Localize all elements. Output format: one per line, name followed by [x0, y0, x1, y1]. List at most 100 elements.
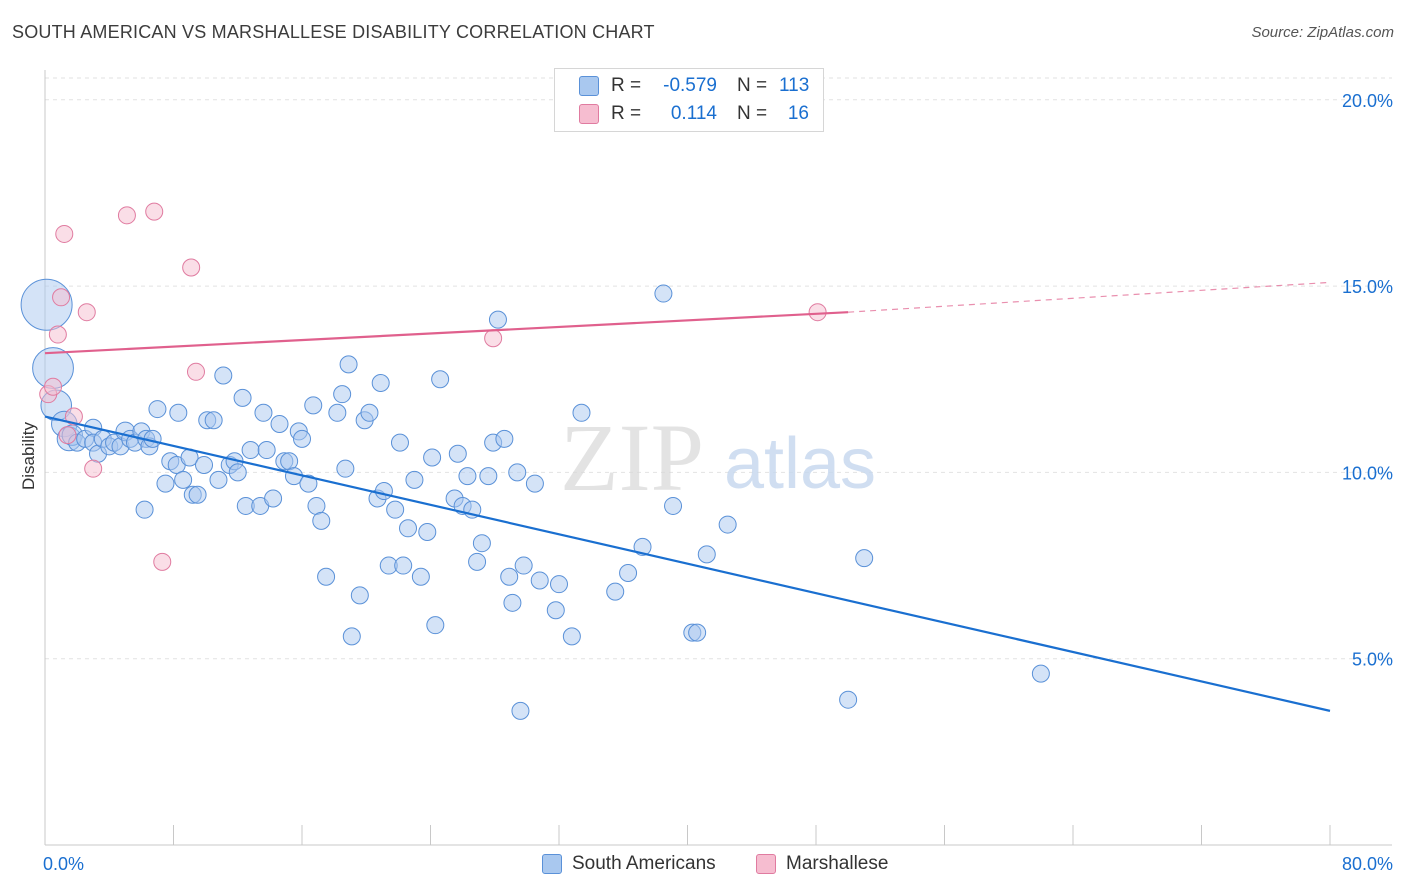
south-american-point [839, 690, 858, 709]
south-american-point [264, 489, 283, 508]
marshallese-point [182, 258, 201, 277]
r-value: -0.579 [663, 75, 717, 96]
south-american-point [619, 564, 638, 583]
south-american-point [572, 403, 591, 422]
marshallese-point [55, 224, 74, 243]
south-american-point [371, 373, 390, 392]
marshallese-point [153, 552, 172, 571]
legend-swatch-south-americans [579, 76, 599, 96]
south-american-point [458, 467, 477, 486]
watermark-zip: ZIP [560, 404, 704, 511]
watermark-atlas: atlas [724, 424, 876, 504]
marshallese-point [117, 206, 136, 225]
south-american-point [399, 519, 418, 538]
south-american-point [195, 455, 214, 474]
south-american-point [405, 470, 424, 489]
south-american-point [606, 582, 625, 601]
south-american-point [423, 448, 442, 467]
chart-title: SOUTH AMERICAN VS MARSHALLESE DISABILITY… [12, 22, 655, 42]
south-american-point [472, 534, 491, 553]
south-american-point [511, 701, 530, 720]
marshallese-point [808, 303, 827, 322]
south-american-point [394, 556, 413, 575]
marshallese-point [77, 303, 96, 322]
south-american-point [855, 549, 874, 568]
r-label: R = [611, 75, 642, 96]
south-american-point [664, 496, 683, 515]
marshallese-point [44, 377, 63, 396]
south-american-point [174, 470, 193, 489]
y-axis-label: Disability [19, 421, 38, 490]
marshallese-point [52, 288, 71, 307]
south-american-point [209, 470, 228, 489]
south-american-point [633, 537, 652, 556]
marshallese-point [64, 407, 83, 426]
south-american-point [448, 444, 467, 463]
south-american-point [688, 623, 707, 642]
bottom-legend-label: Marshallese [786, 853, 889, 874]
legend-row-marshallese: R = 0.114 N = 16 [579, 100, 809, 128]
south-american-point [148, 400, 167, 419]
watermark: ZIP atlas [560, 404, 876, 511]
south-american-point [214, 366, 233, 385]
axes [44, 70, 1392, 846]
south-american-point [228, 463, 247, 482]
south-american-point [304, 396, 323, 415]
south-american-point [514, 556, 533, 575]
y-tick-label: 5.0% [1352, 650, 1393, 670]
south-american-point [328, 403, 347, 422]
marshallese-trend-line [44, 311, 849, 355]
south-american-point [317, 567, 336, 586]
south-american-point [135, 500, 154, 519]
south-american-point [293, 429, 311, 448]
south-american-point [390, 433, 409, 452]
y-tick-label: 10.0% [1342, 463, 1393, 483]
south-american-point [1031, 664, 1050, 683]
marshallese-points [39, 202, 827, 571]
trend-lines [44, 281, 1331, 712]
south-american-point [350, 586, 369, 605]
legend-row-south-americans: R = -0.579 N = 113 [579, 72, 809, 100]
south-american-point [360, 403, 379, 422]
source-label: Source: ZipAtlas.com [1251, 24, 1394, 41]
south-american-point [254, 403, 273, 422]
south-american-point [257, 441, 276, 460]
south-american-point [697, 545, 716, 564]
south-american-point [339, 355, 358, 374]
y-tick-label: 15.0% [1342, 277, 1393, 297]
south-american-point [169, 403, 188, 422]
south-american-point [299, 474, 318, 493]
n-label: N = [737, 103, 768, 124]
south-american-point [546, 601, 565, 620]
south-american-point [270, 414, 289, 433]
marshallese-trend-extension [848, 281, 1331, 313]
x-tick-label: 0.0% [43, 854, 84, 874]
south-american-point [233, 388, 252, 407]
south-american-point [418, 523, 437, 542]
x-tick-label: 80.0% [1342, 854, 1393, 874]
n-value: 113 [779, 75, 810, 96]
south-american-point [488, 310, 507, 329]
south-american-point [411, 567, 430, 586]
marshallese-point [48, 325, 67, 344]
south-american-point [342, 627, 361, 646]
legend-swatch-marshallese [579, 104, 599, 124]
south-americans-trend-line [44, 415, 1331, 712]
correlation-legend: R = -0.579 N = 113 R = 0.114 N = 16 [554, 68, 824, 132]
south-american-point [530, 571, 549, 590]
south-american-point [333, 385, 352, 404]
bottom-legend-swatch-south-americans [542, 854, 562, 874]
south-american-point [156, 474, 175, 493]
south-american-point [241, 441, 260, 460]
south-american-point [495, 429, 514, 448]
bottom-legend-south-americans: South Americans [542, 852, 716, 876]
marshallese-point [84, 459, 103, 478]
tick-labels: 5.0% 10.0% 15.0% 20.0% 0.0% 80.0% [43, 91, 1393, 874]
r-value: 0.114 [670, 103, 717, 124]
south-american-point [468, 552, 487, 571]
south-american-point [312, 511, 331, 530]
south-american-point [500, 567, 519, 586]
south-american-point [525, 474, 544, 493]
bottom-legend-label: South Americans [572, 853, 716, 874]
